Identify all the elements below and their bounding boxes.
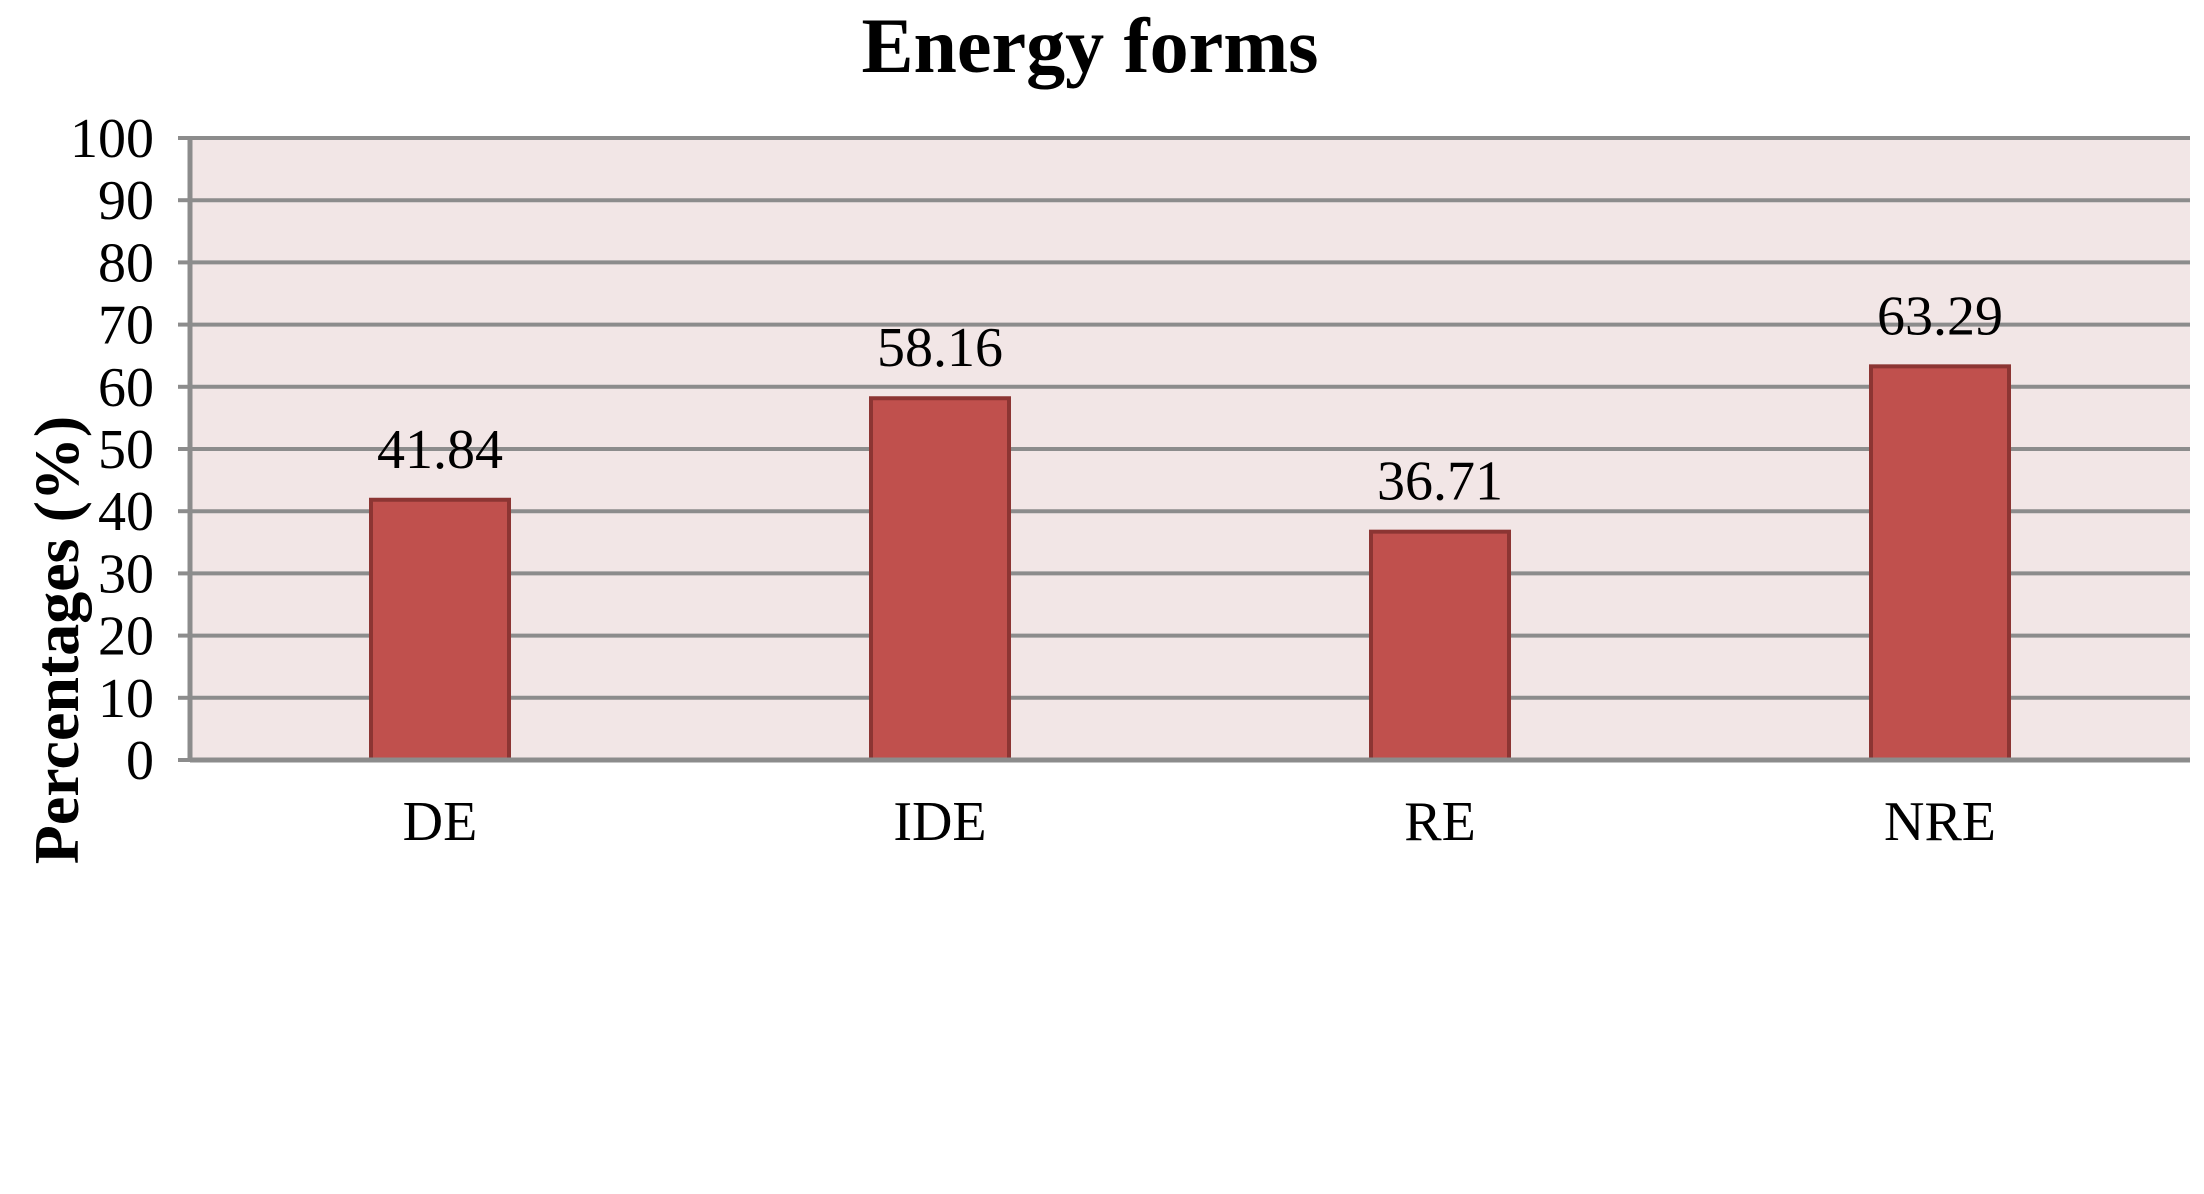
bars: [369, 364, 2011, 763]
bar-re: [1369, 529, 1511, 763]
y-tick-label: 100: [70, 108, 154, 170]
y-tick-label: 0: [126, 730, 154, 792]
y-tick-label: 70: [98, 295, 154, 357]
y-axis-title: Percentages (%): [21, 416, 92, 864]
data-label: 63.29: [1877, 285, 2003, 347]
chart-title: Energy forms: [861, 2, 1318, 89]
y-tick-label: 60: [98, 357, 154, 419]
bar-ide: [869, 396, 1011, 762]
y-tick-label: 10: [98, 668, 154, 730]
data-label: 58.16: [877, 317, 1003, 379]
gridlines: [178, 136, 2190, 762]
y-tick-label: 40: [98, 481, 154, 543]
bar-de: [369, 497, 511, 762]
axes: [187, 138, 2190, 763]
x-category-label: DE: [403, 791, 478, 853]
x-category-label: RE: [1404, 791, 1476, 853]
bar-nre: [1869, 364, 2011, 762]
x-category-label: IDE: [893, 791, 986, 853]
y-tick-label: 20: [98, 606, 154, 668]
x-category-label: NRE: [1884, 791, 1996, 853]
data-label: 41.84: [377, 419, 503, 481]
y-tick-label: 30: [98, 543, 154, 605]
x-category-labels: DE IDE RE NRE: [403, 791, 1996, 853]
y-tick-label: 80: [98, 232, 154, 294]
data-labels: 41.84 58.16 36.71 63.29: [377, 285, 2003, 512]
data-label: 36.71: [1377, 451, 1503, 513]
y-tick-label: 90: [98, 170, 154, 232]
y-tick-label: 50: [98, 419, 154, 481]
